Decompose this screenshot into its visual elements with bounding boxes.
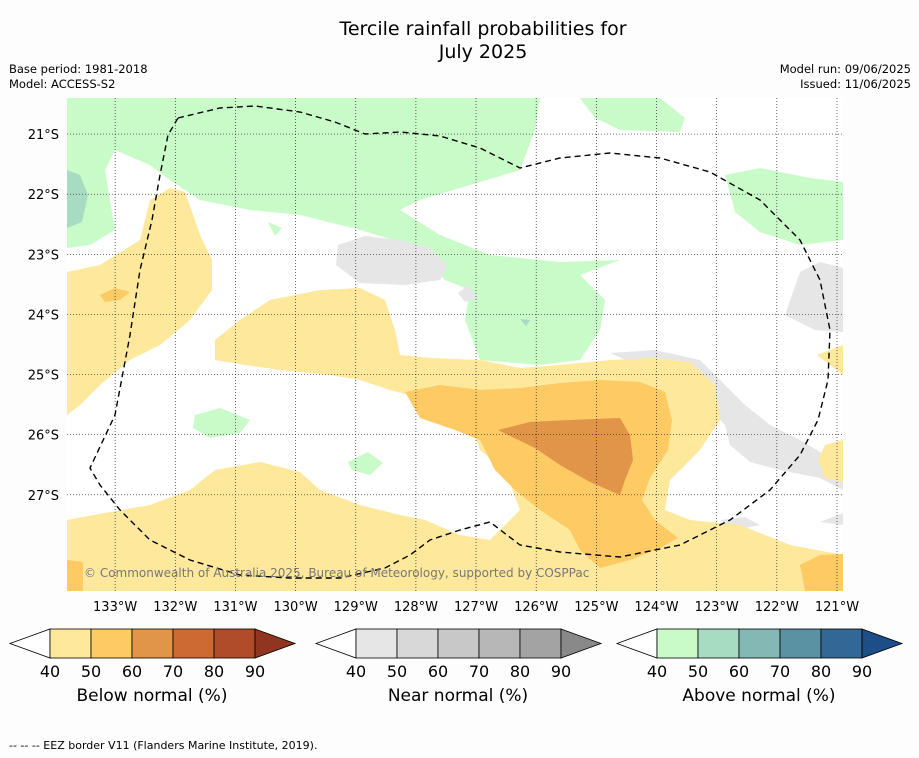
copyright-text: © Commonwealth of Australia 2025, Bureau… [84, 566, 589, 580]
colorbar-tick-label: 40 [346, 662, 366, 681]
model-run: Model run: 09/06/2025 [779, 62, 911, 76]
x-tick-label: 131°W [213, 600, 257, 615]
near-normal-region-small [458, 285, 478, 302]
colorbar-0: 40 50 60 70 80 90 [8, 628, 297, 681]
above-normal-region-west-small [193, 408, 250, 438]
model-name: Model: ACCESS-S2 [9, 77, 116, 91]
y-tick-label: 26°S [28, 429, 59, 444]
above-normal-region-centre-small [348, 452, 383, 475]
colorbar-tick-label: 90 [245, 662, 265, 681]
colorbar-label-near: Near normal (%) [387, 686, 529, 706]
above-normal-region-dot [268, 222, 282, 236]
below-normal-40-band [67, 188, 212, 415]
below-normal-60-core [498, 418, 633, 495]
x-tick-label: 123°W [695, 600, 739, 615]
meta-left: Base period: 1981-2018 Model: ACCESS-S2 [9, 62, 148, 92]
colorbar-tick-label: 60 [428, 662, 448, 681]
colorbar-swatch [519, 628, 562, 659]
colorbar-swatch [355, 628, 398, 659]
colorbar-over-arrow [560, 628, 603, 659]
colorbar-over-arrow [861, 628, 904, 659]
colorbar-tick-label: 90 [551, 662, 571, 681]
eez-border [89, 105, 831, 579]
y-tick-label: 22°S [28, 188, 59, 203]
title-line-1: Tercile rainfall probabilities for [339, 18, 627, 40]
colorbar-swatch [656, 628, 699, 659]
colorbar-swatch [213, 628, 256, 659]
above-normal-50-dot [520, 319, 530, 326]
axis-ticks: 133°W 132°W 131°W 130°W 129°W 128°W 127°W 126°W… [28, 128, 860, 615]
colorbar-2: 40 50 60 70 80 90 [615, 628, 904, 681]
colorbar-swatch [478, 628, 521, 659]
x-tick-label: 130°W [274, 600, 318, 615]
y-tick-label: 24°S [28, 308, 59, 323]
x-tick-label: 127°W [454, 600, 498, 615]
x-tick-label: 132°W [153, 600, 197, 615]
x-tick-label: 124°W [634, 600, 678, 615]
x-tick-label: 122°W [755, 600, 799, 615]
colorbar-swatch [738, 628, 781, 659]
colorbar-tick-label: 40 [40, 662, 60, 681]
x-tick-label: 133°W [93, 600, 137, 615]
colorbar-swatch [437, 628, 480, 659]
colorbar-tick-label: 50 [81, 662, 101, 681]
below-normal-50-west [100, 288, 130, 302]
x-tick-label: 128°W [394, 600, 438, 615]
colorbar-swatch [396, 628, 439, 659]
above-normal-region-north [67, 98, 620, 365]
colorbars: 40 50 60 70 80 90 40 50 60 70 80 90 40 50 60 70 80 90 [8, 628, 904, 681]
x-tick-label: 125°W [574, 600, 618, 615]
x-tick-label: 121°W [815, 600, 859, 615]
base-period: Base period: 1981-2018 [9, 62, 148, 76]
colorbar-tick-label: 80 [204, 662, 224, 681]
y-tick-label: 25°S [28, 369, 59, 384]
above-normal-region-east [725, 168, 843, 245]
colorbar-tick-label: 60 [122, 662, 142, 681]
colorbar-tick-label: 50 [387, 662, 407, 681]
x-tick-label: 126°W [514, 600, 558, 615]
colorbar-tick-label: 70 [770, 662, 790, 681]
y-tick-label: 23°S [28, 248, 59, 263]
probability-field [67, 98, 843, 591]
colorbar-tick-label: 70 [469, 662, 489, 681]
colorbar-tick-label: 60 [729, 662, 749, 681]
chart-title: Tercile rainfall probabilities for July … [0, 18, 919, 64]
colorbar-under-arrow [615, 628, 658, 659]
colorbar-label-above: Above normal (%) [682, 686, 836, 706]
colorbar-swatch [779, 628, 822, 659]
colorbar-swatch [820, 628, 863, 659]
colorbar-tick-label: 80 [811, 662, 831, 681]
meta-right: Model run: 09/06/2025 Issued: 11/06/2025 [780, 62, 911, 92]
colorbar-swatch [131, 628, 174, 659]
colorbar-under-arrow [314, 628, 357, 659]
grid-lines [67, 98, 843, 591]
x-tick-label: 129°W [334, 600, 378, 615]
near-normal-region-east [610, 350, 843, 490]
colorbar-over-arrow [254, 628, 297, 659]
above-normal-region-ne [580, 98, 685, 132]
colorbar-swatch [697, 628, 740, 659]
colorbar-tick-label: 70 [163, 662, 183, 681]
colorbar-swatch [90, 628, 133, 659]
issued-date: Issued: 11/06/2025 [800, 77, 911, 91]
near-normal-region-centre [336, 236, 448, 285]
near-normal-region-se [720, 513, 843, 530]
colorbar-tick-label: 50 [688, 662, 708, 681]
eez-legend-note: -- -- -- EEZ border V11 (Flanders Marine… [9, 739, 318, 752]
colorbar-tick-label: 80 [510, 662, 530, 681]
y-tick-label: 27°S [28, 489, 59, 504]
colorbar-tick-label: 40 [647, 662, 667, 681]
colorbar-1: 40 50 60 70 80 90 [314, 628, 603, 681]
colorbar-swatch [49, 628, 92, 659]
colorbar-under-arrow [8, 628, 51, 659]
below-normal-40-east [817, 345, 843, 482]
colorbar-swatch [172, 628, 215, 659]
above-normal-50-patch [67, 170, 88, 228]
title-line-2: July 2025 [438, 41, 528, 63]
colorbar-label-below: Below normal (%) [76, 686, 228, 706]
y-tick-label: 21°S [28, 128, 59, 143]
colorbar-tick-label: 90 [852, 662, 872, 681]
